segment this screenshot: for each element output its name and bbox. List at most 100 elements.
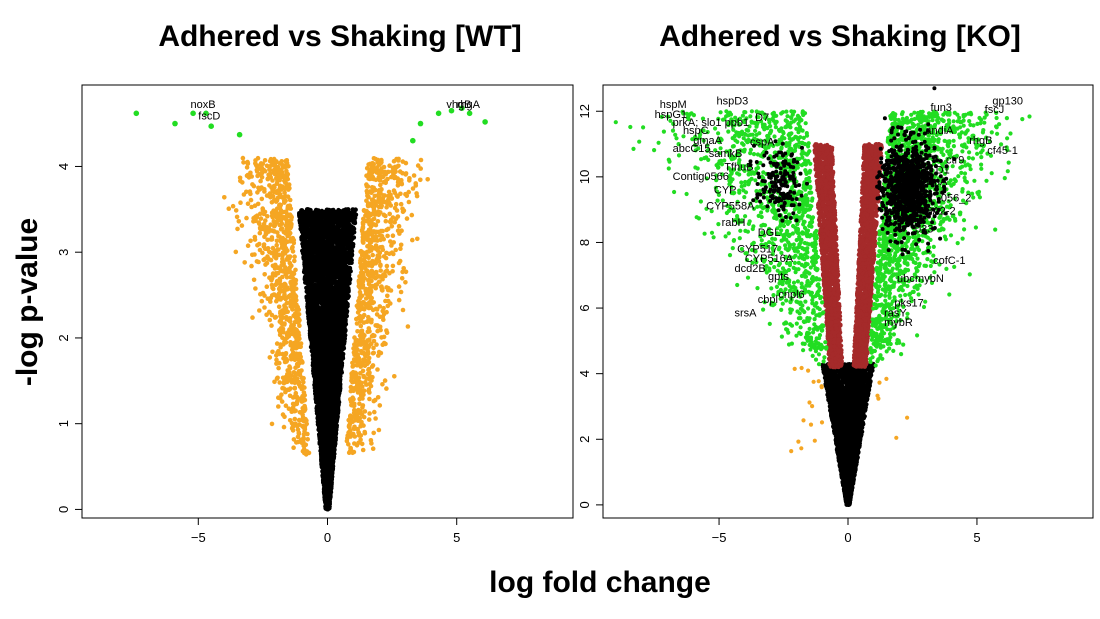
- data-point: [328, 429, 334, 434]
- data-point: [324, 374, 330, 380]
- data-point: [332, 402, 337, 408]
- data-point: [325, 456, 330, 462]
- data-point: [317, 367, 323, 373]
- data-point: [324, 310, 330, 316]
- data-point: [305, 278, 311, 284]
- data-point: [318, 309, 324, 315]
- data-point: [304, 294, 310, 299]
- data-point: [300, 241, 305, 247]
- data-point: [330, 373, 335, 379]
- data-point: [340, 245, 345, 251]
- y-tick-label: 2: [56, 334, 71, 341]
- data-point: [341, 318, 346, 323]
- data-point: [346, 272, 352, 278]
- y-tick-label: 4: [56, 163, 71, 170]
- data-point: [336, 387, 341, 392]
- data-point: [344, 218, 349, 223]
- data-point: [349, 237, 354, 242]
- data-point: [311, 285, 317, 290]
- data-point: [329, 222, 335, 228]
- data-point: [323, 467, 328, 472]
- data-point: [323, 353, 329, 358]
- data-point: [305, 226, 311, 232]
- data-point: [320, 322, 325, 327]
- data-point: [323, 272, 329, 277]
- data-point: [307, 273, 313, 278]
- data-point: [325, 394, 331, 400]
- data-point: [336, 241, 342, 247]
- x-tick-label: −5: [191, 530, 206, 545]
- data-point: [326, 389, 332, 395]
- data-point: [318, 351, 324, 357]
- data-point: [332, 245, 338, 251]
- data-point: [323, 412, 329, 418]
- data-point: [352, 220, 358, 226]
- data-point: [306, 257, 311, 262]
- data-point: [336, 402, 341, 408]
- data-point: [346, 210, 351, 215]
- data-point: [331, 351, 337, 357]
- data-point: [337, 220, 343, 225]
- data-point: [346, 227, 351, 233]
- data-point: [308, 336, 314, 342]
- data-point: [334, 417, 340, 423]
- data-point: [305, 207, 311, 212]
- data-point: [317, 340, 322, 345]
- data-point: [324, 216, 329, 221]
- data-point: [339, 250, 344, 256]
- data-point: [332, 439, 338, 444]
- data-point: [309, 320, 315, 325]
- data-point: [333, 273, 339, 279]
- data-point: [314, 383, 319, 388]
- data-point: [345, 242, 351, 248]
- data-point: [330, 212, 335, 218]
- data-point: [324, 241, 330, 247]
- data-point: [328, 283, 333, 289]
- data-point: [310, 266, 316, 271]
- data-point: [324, 427, 330, 432]
- data-point: [342, 309, 347, 315]
- data-point: [330, 466, 336, 471]
- data-point: [322, 276, 327, 282]
- data-point: [336, 393, 341, 399]
- data-point: [320, 443, 325, 448]
- data-point: [343, 289, 348, 294]
- data-point: [328, 473, 334, 479]
- data-point: [333, 227, 339, 233]
- panel-0-points: [133, 105, 488, 512]
- data-point: [327, 332, 332, 337]
- data-point: [322, 345, 328, 351]
- data-point: [329, 316, 334, 322]
- data-point: [344, 302, 350, 307]
- data-point: [326, 480, 332, 485]
- data-point: [338, 209, 343, 214]
- data-point: [325, 369, 330, 375]
- data-point: [333, 328, 338, 334]
- y-tick-label: 3: [56, 249, 71, 256]
- data-point: [345, 234, 350, 239]
- data-point: [309, 341, 315, 346]
- data-point: [338, 256, 343, 261]
- data-point: [319, 287, 325, 293]
- data-point: [329, 260, 335, 266]
- data-point: [318, 262, 323, 268]
- data-point: [347, 260, 352, 266]
- data-point: [322, 363, 327, 368]
- x-tick-label: 0: [324, 530, 331, 545]
- data-point: [312, 327, 318, 333]
- data-point: [311, 240, 316, 246]
- data-point: [323, 282, 329, 287]
- data-point: [353, 212, 359, 218]
- data-point: [335, 285, 341, 290]
- data-point: [323, 233, 328, 239]
- data-point: [297, 218, 303, 223]
- data-point: [346, 266, 352, 272]
- data-point: [320, 255, 325, 260]
- data-point: [310, 294, 316, 299]
- data-point: [321, 223, 327, 229]
- data-point: [330, 393, 336, 399]
- data-point: [343, 253, 348, 259]
- data-point: [353, 207, 358, 212]
- data-point: [327, 486, 333, 491]
